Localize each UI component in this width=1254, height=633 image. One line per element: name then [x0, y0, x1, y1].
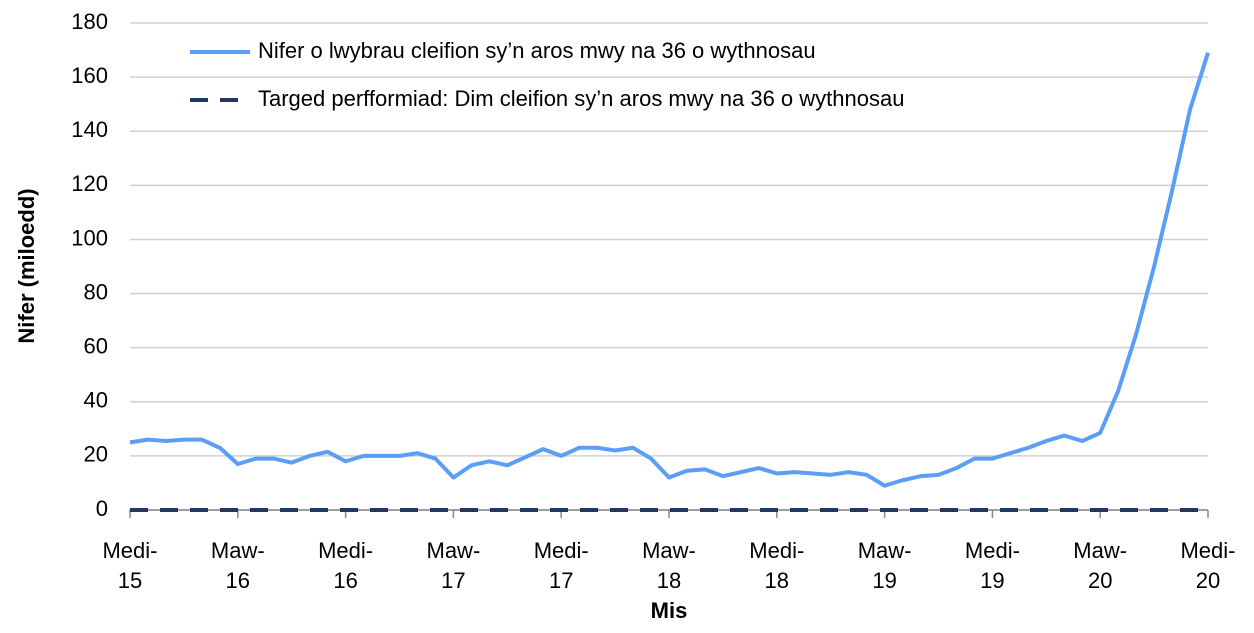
data-line: [129, 52, 1210, 488]
x-tick-label: Maw-17: [427, 538, 481, 593]
y-tick-label: 140: [71, 117, 108, 142]
y-tick-label: 0: [96, 496, 108, 521]
x-tick-label: Maw-20: [1073, 538, 1127, 593]
x-tick-label: Maw-19: [858, 538, 912, 593]
x-tick-label: Medi-18: [749, 538, 804, 593]
y-tick-label: 20: [84, 442, 108, 467]
legend-label: Targed perfformiad: Dim cleifion sy’n ar…: [258, 86, 904, 111]
legend-label: Nifer o lwybrau cleifion sy’n aros mwy n…: [258, 38, 816, 63]
x-tick-label: Medi-17: [534, 538, 589, 593]
x-axis-title: Mis: [651, 598, 688, 623]
y-tick-label: 120: [71, 171, 108, 196]
y-tick-label: 60: [84, 333, 108, 358]
y-axis-title: Nifer (miloedd): [14, 188, 39, 343]
y-tick-label: 80: [84, 279, 108, 304]
x-tick-label: Medi-15: [102, 538, 157, 593]
y-tick-label: 180: [71, 9, 108, 34]
x-tick-label: Medi-16: [318, 538, 373, 593]
x-tick-label: Maw-18: [642, 538, 696, 593]
x-tick-label: Maw-16: [211, 538, 265, 593]
y-tick-label: 40: [84, 388, 108, 413]
y-tick-label: 160: [71, 63, 108, 88]
x-tick-label: Medi-20: [1180, 538, 1235, 593]
x-tick-label: Medi-19: [965, 538, 1020, 593]
y-tick-label: 100: [71, 225, 108, 250]
